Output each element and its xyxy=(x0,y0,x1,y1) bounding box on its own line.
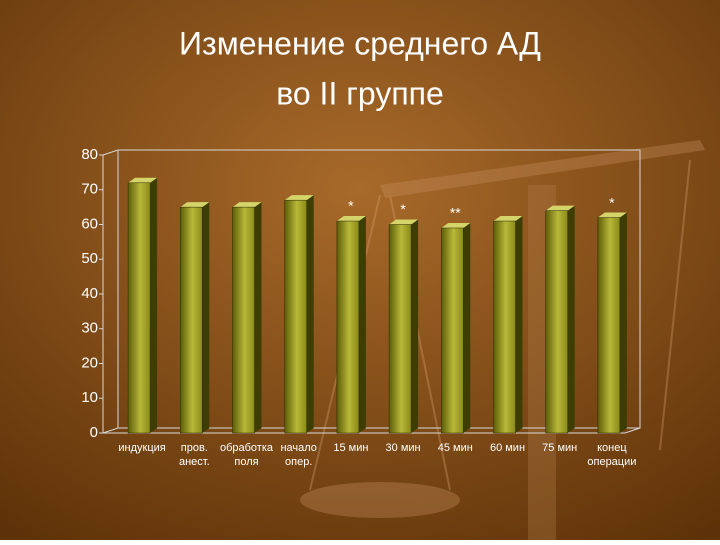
x-tick-label: 15 мин xyxy=(333,442,368,454)
bar-side xyxy=(463,222,471,433)
annotation: * xyxy=(609,194,615,210)
y-tick-label: 70 xyxy=(81,181,98,198)
x-tick-label: индукция xyxy=(118,442,165,454)
bar xyxy=(127,182,151,434)
bar-side xyxy=(515,216,523,433)
y-tick-label: 0 xyxy=(90,424,98,441)
x-tick-label: конец xyxy=(597,442,627,454)
y-tick-label: 80 xyxy=(81,146,98,163)
bar xyxy=(388,224,412,434)
x-tick-label: 30 мин xyxy=(386,442,421,454)
bar-top xyxy=(336,216,366,222)
y-tick-label: 10 xyxy=(81,389,98,406)
bar-top xyxy=(232,202,262,208)
bar-top xyxy=(180,202,210,208)
annotation: * xyxy=(348,198,354,214)
bar xyxy=(284,199,307,434)
bar xyxy=(336,220,360,434)
y-tick-label: 50 xyxy=(81,250,98,267)
x-tick-label: пров. xyxy=(181,442,208,454)
bar xyxy=(180,206,203,434)
plot-frame xyxy=(102,149,641,434)
y-tick-label: 60 xyxy=(81,215,98,232)
x-tick-label: 60 мин xyxy=(490,442,525,454)
bar xyxy=(545,210,568,434)
bar xyxy=(493,220,516,434)
bar-top xyxy=(284,195,314,201)
x-tick-label: операции xyxy=(587,456,636,468)
bar-side xyxy=(358,216,366,433)
bar-side xyxy=(619,212,627,433)
bar-top xyxy=(597,212,627,218)
bar xyxy=(232,206,255,434)
bar-top xyxy=(441,222,471,228)
x-tick-label: обработка xyxy=(220,442,274,454)
bar-top xyxy=(128,177,158,183)
x-tick-label: 45 мин xyxy=(438,442,473,454)
bar-side xyxy=(411,219,419,433)
bar-side xyxy=(306,195,314,433)
bar-side xyxy=(567,205,575,433)
bar-side xyxy=(202,202,210,433)
x-tick-label: начало xyxy=(280,442,316,454)
x-tick-label: 75 мин xyxy=(542,442,577,454)
annotation: * xyxy=(400,201,406,217)
bar-top xyxy=(545,205,575,211)
bar-top xyxy=(493,216,523,222)
bar-top xyxy=(389,219,419,225)
title-line: во II группе xyxy=(276,75,444,111)
bar-side xyxy=(150,177,158,433)
title-line: Изменение среднего АД xyxy=(179,25,541,61)
x-tick-label: анест. xyxy=(179,456,210,468)
x-tick-label: поля xyxy=(234,456,258,468)
annotation: ** xyxy=(450,205,461,221)
x-tick-label: опер. xyxy=(285,456,312,468)
bar xyxy=(597,217,621,434)
y-tick-label: 20 xyxy=(81,354,98,371)
bar xyxy=(441,227,464,434)
y-tick-label: 40 xyxy=(81,285,98,302)
y-tick-label: 30 xyxy=(81,320,98,337)
bar-side xyxy=(254,202,262,433)
